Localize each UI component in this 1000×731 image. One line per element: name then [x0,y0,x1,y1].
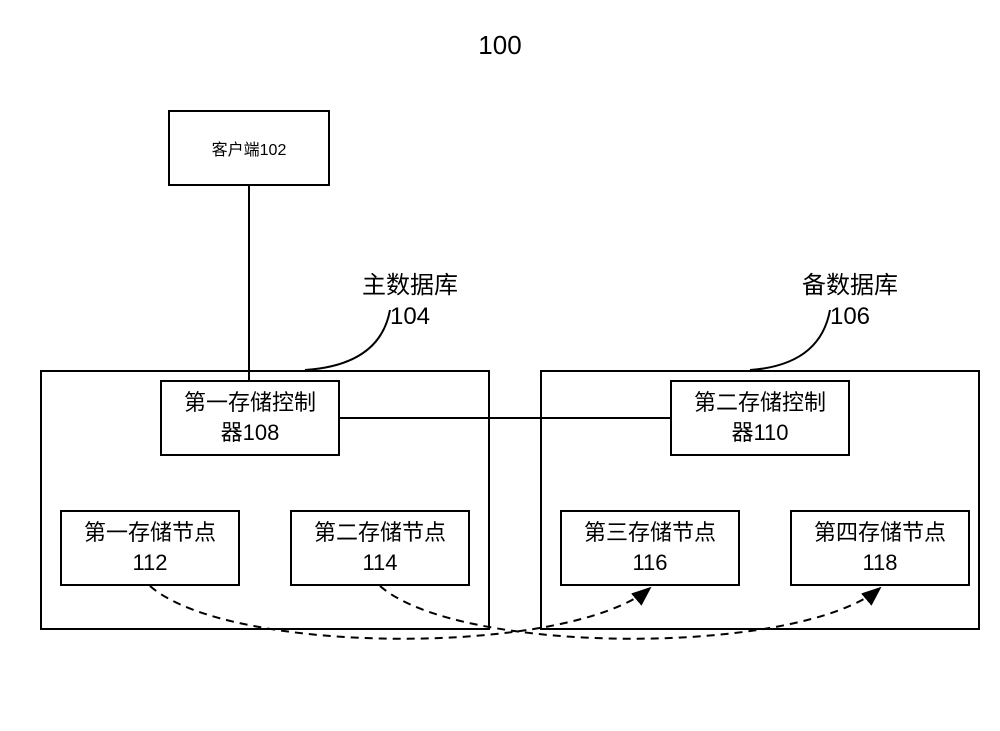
label-backup-ref: 106 [780,301,920,332]
label-primary-title: 主数据库 [340,270,480,301]
node-sn1: 第一存储节点 112 [60,510,240,586]
node-sn4-line1: 第四存储节点 [814,518,946,548]
label-backup-title: 备数据库 [780,270,920,301]
node-sn2-line2: 114 [362,548,397,578]
node-ctrl2-line1: 第二存储控制 [694,388,826,418]
figure-title: 100 [0,30,1000,61]
node-sn3-line2: 116 [632,548,667,578]
label-primary-ref: 104 [340,301,480,332]
node-ctrl1-line1: 第一存储控制 [184,388,316,418]
node-sn3: 第三存储节点 116 [560,510,740,586]
node-sn3-line1: 第三存储节点 [584,518,716,548]
node-ctrl2: 第二存储控制 器110 [670,380,850,456]
node-sn4: 第四存储节点 118 [790,510,970,586]
node-client-label: 客户端102 [212,136,287,160]
node-sn1-line2: 112 [132,548,167,578]
label-backup-db: 备数据库 106 [780,270,920,332]
node-sn2-line1: 第二存储节点 [314,518,446,548]
node-sn2: 第二存储节点 114 [290,510,470,586]
node-client: 客户端102 [168,110,330,186]
node-ctrl1-line2: 器108 [221,418,280,448]
node-sn1-line1: 第一存储节点 [84,518,216,548]
diagram-canvas: 100 客户端102 主数据库 104 备数据库 106 第一存储控制 器108… [0,0,1000,731]
node-sn4-line2: 118 [862,548,897,578]
label-primary-db: 主数据库 104 [340,270,480,332]
node-ctrl2-line2: 器110 [731,418,788,448]
node-ctrl1: 第一存储控制 器108 [160,380,340,456]
